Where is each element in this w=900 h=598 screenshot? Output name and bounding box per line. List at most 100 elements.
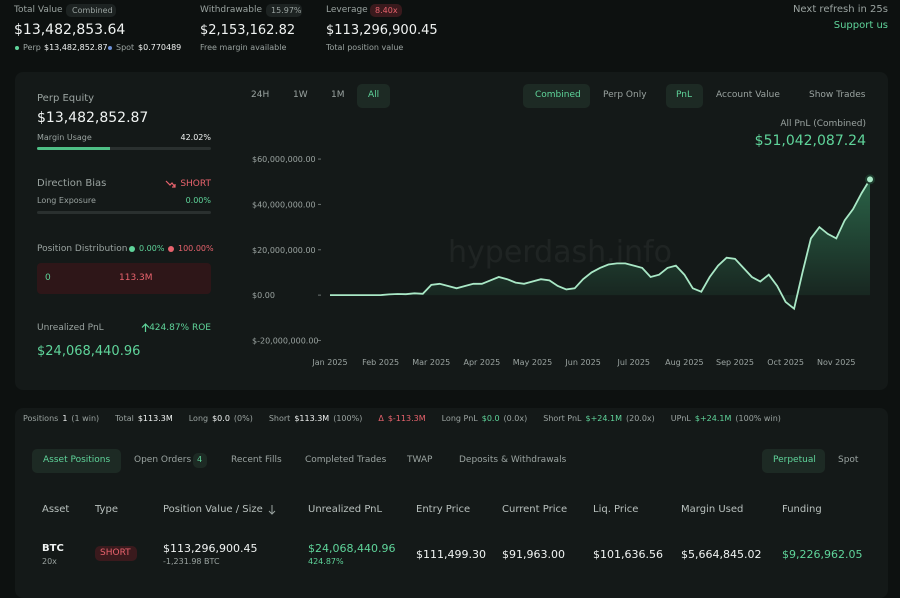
- area: [330, 179, 870, 309]
- view-tab[interactable]: PnL: [676, 90, 692, 100]
- value: $13,482,853.64: [14, 22, 126, 38]
- badge-bg: [66, 4, 116, 17]
- stat: Total $113.3M: [115, 414, 177, 423]
- stat-label: Δ: [378, 414, 384, 423]
- range-tab[interactable]: 24H: [251, 90, 270, 100]
- tab[interactable]: Recent Fills: [231, 455, 282, 465]
- page: Total Value Combined $13,482,853.64 Perp…: [14, 4, 888, 566]
- x-tick-label: Apr 2025: [464, 358, 501, 367]
- range-tab[interactable]: 1W: [293, 90, 308, 100]
- stat-label: Long PnL: [441, 414, 478, 423]
- stat: Long PnL $0.0 (0.0x): [442, 414, 532, 423]
- refresh: Next refresh in 25s: [792, 4, 888, 15]
- stat-value: $113.3M: [137, 414, 173, 423]
- tab[interactable]: Spot: [838, 455, 859, 465]
- value: 0.00%: [185, 196, 211, 205]
- value: $113,296,900.45: [326, 23, 438, 38]
- tab[interactable]: Completed Trades: [305, 455, 387, 465]
- badge-bg: [370, 4, 402, 17]
- badge: 15.97%: [271, 6, 302, 15]
- short-segment: [37, 263, 211, 294]
- value: $13,482,852.87: [37, 110, 149, 126]
- view-tab[interactable]: Account Value: [716, 90, 780, 100]
- column-header: Current Price: [502, 504, 568, 515]
- mode-tab[interactable]: Combined: [535, 90, 581, 100]
- main-panel: [15, 72, 888, 390]
- watermark: hyperdash.info: [448, 235, 672, 270]
- tab[interactable]: Open Orders: [134, 455, 192, 465]
- value: $24,068,440.96: [37, 344, 141, 359]
- stat: Long $0.0 (0%): [189, 414, 257, 423]
- chart-title: All PnL (Combined): [780, 119, 866, 129]
- column-header: Funding: [782, 504, 822, 515]
- column-header: Type: [95, 504, 118, 515]
- cell: $9,226,962.05: [782, 548, 863, 561]
- value: SHORT: [180, 179, 211, 189]
- down-arrow-icon: [165, 180, 176, 188]
- column-header: Asset: [42, 504, 70, 515]
- value: 424.87% ROE: [149, 323, 211, 333]
- x-tick-label: Jan 2025: [311, 358, 347, 367]
- show-trades[interactable]: Show Trades: [809, 90, 866, 100]
- badge: 8.40x: [375, 6, 398, 15]
- stat-note: (1 win): [71, 414, 100, 423]
- value: $2,153,162.82: [200, 23, 296, 38]
- label: Position Distribution: [37, 244, 128, 254]
- cell: $24,068,440.96: [308, 542, 396, 555]
- stat-label: Long: [188, 414, 209, 423]
- value: 0: [45, 273, 51, 283]
- pnl-chart: hyperdash.info $60,000,000.00 $40,000,000…: [252, 155, 875, 367]
- cell: 20x: [42, 557, 57, 566]
- column-header: Position Value / Size: [163, 504, 263, 515]
- dot: [108, 46, 112, 50]
- x-tick-label: Feb 2025: [362, 358, 399, 367]
- tab[interactable]: TWAP: [407, 455, 433, 465]
- sort-icon: [268, 505, 276, 515]
- stat-note: (100%): [333, 414, 363, 423]
- value: $13,482,852.87: [44, 43, 108, 52]
- stat: Positions 1 (1 win): [23, 414, 103, 423]
- end-point: [865, 174, 875, 185]
- x-tick-label: Mar 2025: [412, 358, 450, 367]
- note: Free margin available: [200, 43, 287, 52]
- tab[interactable]: Perpetual: [773, 455, 816, 465]
- label: Direction Bias: [37, 178, 107, 189]
- label: Unrealized PnL: [37, 323, 104, 333]
- tab[interactable]: Asset Positions: [43, 455, 111, 465]
- stat: Short $113.3M (100%): [269, 414, 367, 423]
- up-arrow-icon: [141, 323, 150, 332]
- value: 42.02%: [180, 133, 211, 142]
- stat-value: $113.3M: [294, 414, 330, 423]
- range-tab[interactable]: 1M: [331, 90, 345, 100]
- line: [330, 178, 871, 311]
- tab-bg: [666, 84, 703, 108]
- stat-value: 1: [62, 414, 68, 423]
- progress-track: [37, 211, 211, 214]
- range-tab[interactable]: All: [368, 90, 380, 100]
- label: Withdrawable: [200, 5, 262, 15]
- x-tick-label: Jun 2025: [564, 358, 600, 367]
- value: 100.00%: [178, 244, 214, 253]
- stat: Δ $-113.3M: [378, 414, 429, 423]
- stat-label: Short PnL: [543, 414, 582, 423]
- mode-tab[interactable]: Perp Only: [603, 90, 647, 100]
- y-tick-label: $0.00: [252, 291, 275, 300]
- cell: SHORT: [100, 548, 131, 558]
- stat-note: (0%): [233, 414, 253, 423]
- cell: BTC: [42, 543, 64, 554]
- tab[interactable]: Deposits & Withdrawals: [459, 455, 567, 465]
- stat-note: (20.0x): [626, 414, 655, 423]
- cell: $111,499.30: [416, 548, 486, 561]
- stat-label: UPnL: [670, 414, 691, 423]
- y-tick-label: $40,000,000.00: [252, 200, 316, 209]
- dot: [15, 46, 19, 50]
- column-header: Margin Used: [681, 504, 744, 515]
- cell: $101,636.56: [593, 548, 663, 561]
- stat-label: Total: [115, 414, 134, 423]
- stat-label: Positions: [23, 414, 59, 423]
- support-link[interactable]: Support us: [833, 20, 888, 31]
- cell: $5,664,845.02: [681, 548, 762, 561]
- x-tick-label: Oct 2025: [767, 358, 804, 367]
- value: 0.00%: [139, 244, 165, 253]
- distribution-bar: [37, 263, 211, 294]
